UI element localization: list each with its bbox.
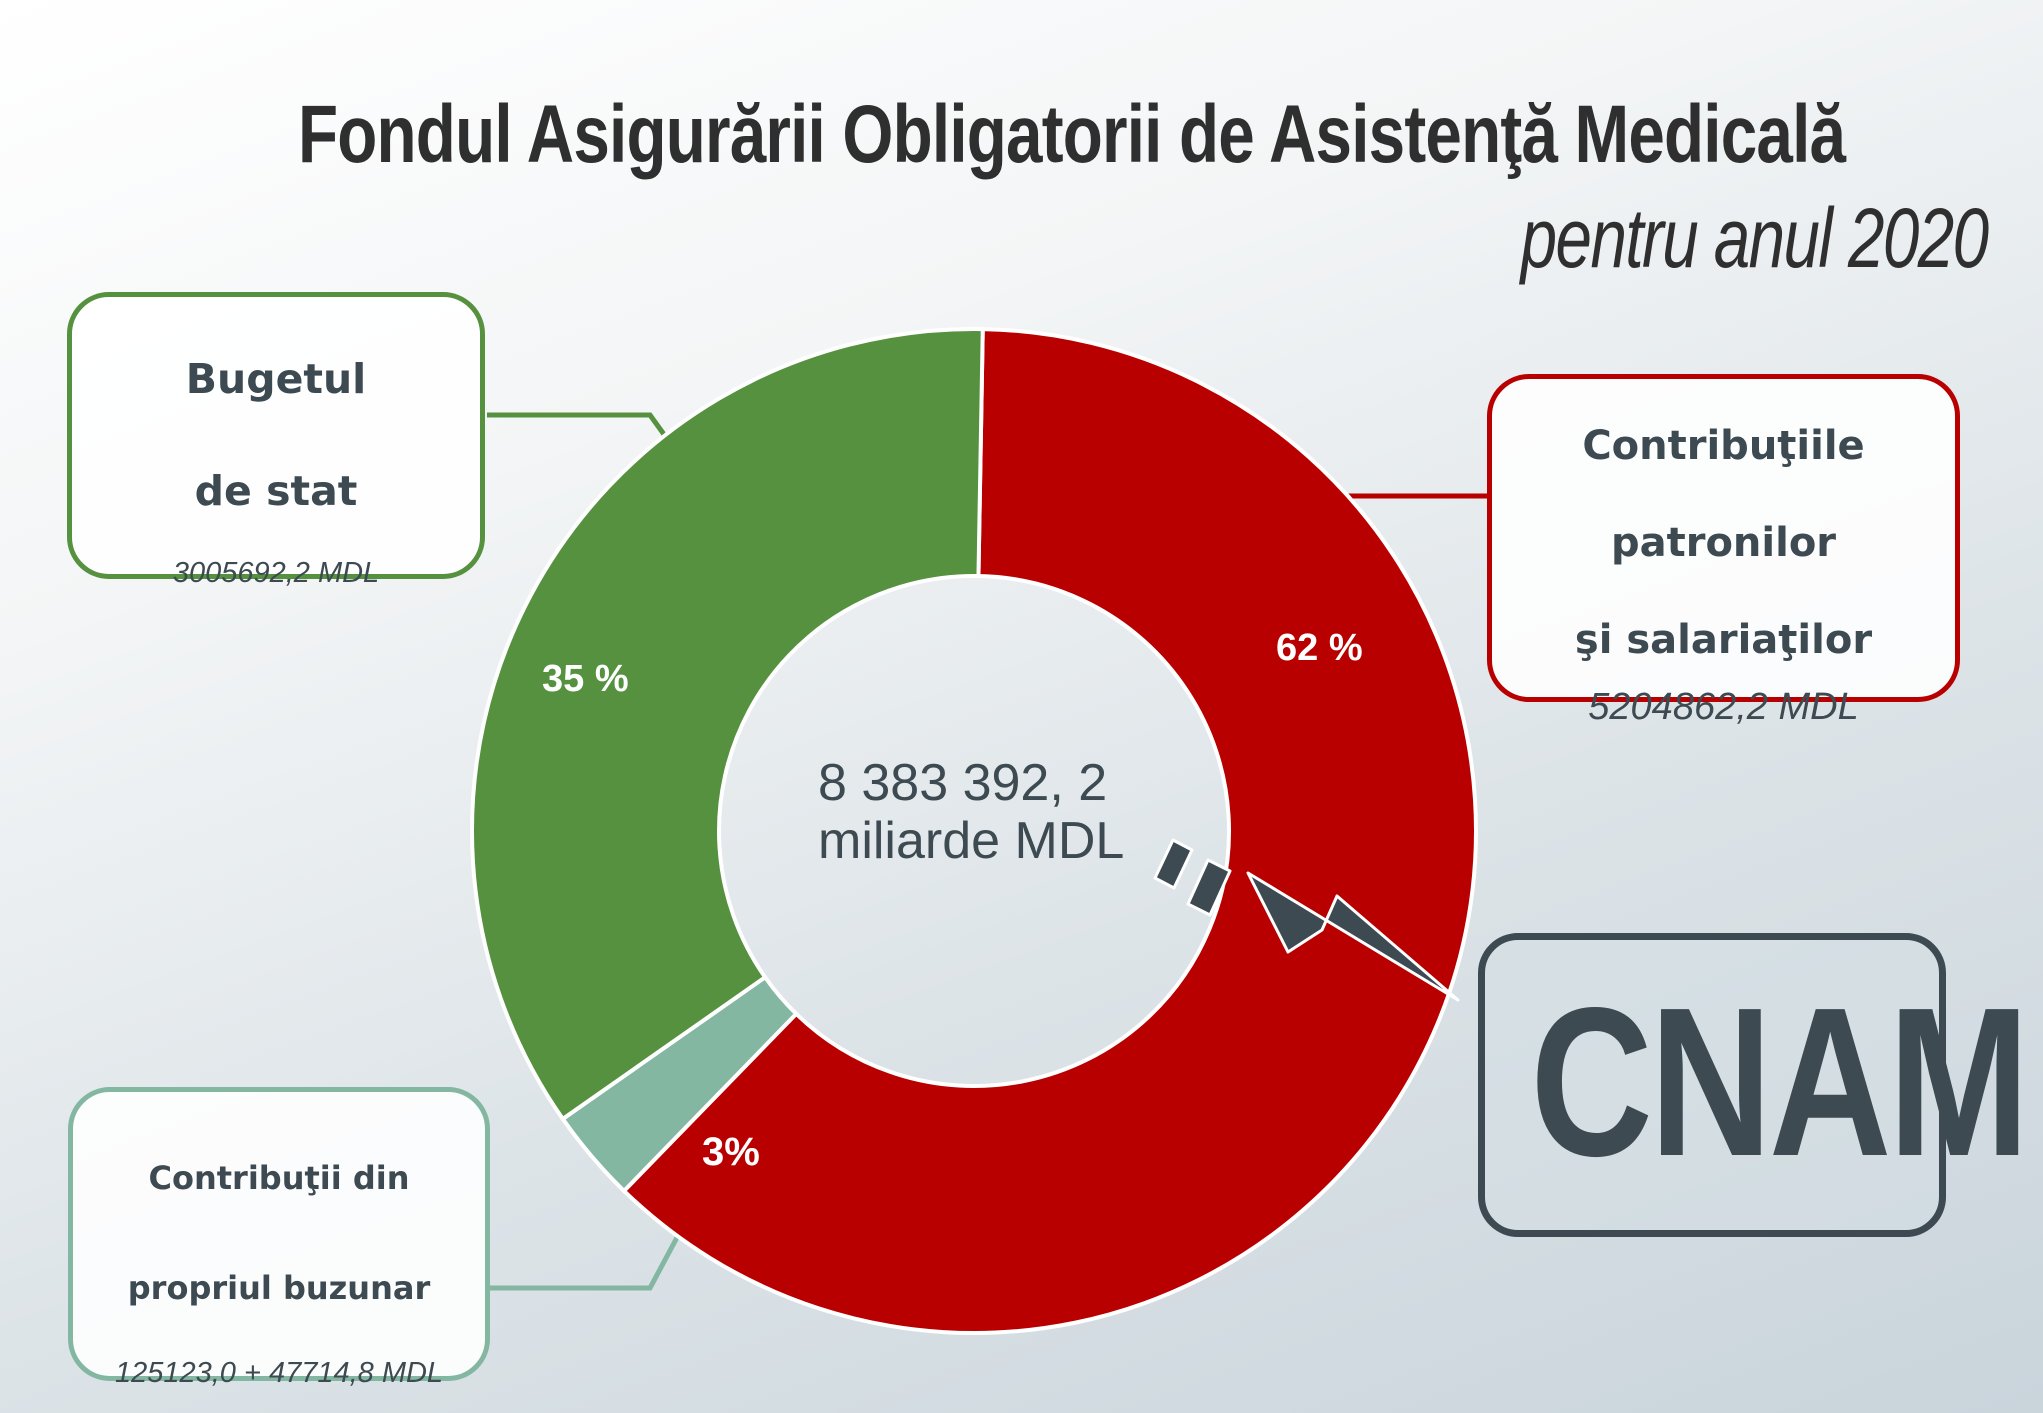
legend-buzunar-line1: Contribuţii din: [148, 1159, 410, 1197]
slice-label-buzunar: 3%: [702, 1130, 760, 1174]
legend-buget-value: 3005692,2 MDL: [172, 557, 380, 589]
leader-line-buget: [487, 412, 671, 442]
cnam-box: CNAM: [1478, 933, 2030, 1237]
legend-box-buzunar: Contribuţii din propriul buzunar 125123,…: [68, 1087, 490, 1389]
legend-buget-line1: Bugetul: [185, 355, 367, 403]
legend-box-buget: Bugetul de stat 3005692,2 MDL: [67, 292, 485, 589]
center-total-unit: miliarde MDL: [818, 812, 1125, 870]
legend-contrib-value: 5204862,2 MDL: [1588, 686, 1859, 728]
slice-buget: [470, 327, 985, 1122]
cnam-label: CNAM: [1530, 963, 2029, 1200]
legend-buzunar-value: 125123,0 + 47714,8 MDL: [114, 1357, 444, 1389]
arrow-icon: [1153, 838, 1460, 1002]
legend-contrib-line2: patronilor: [1610, 520, 1837, 566]
chart-subtitle: pentru anul 2020: [1521, 191, 1989, 285]
slice-label-buget: 35 %: [542, 658, 629, 700]
center-total-value: 8 383 392, 2: [818, 754, 1108, 812]
slice-label-contrib: 62 %: [1276, 627, 1363, 669]
legend-contrib-line3: şi salariaţilor: [1574, 617, 1873, 663]
legend-box-contrib: Contribuţiile patronilor şi salariaţilor…: [1487, 374, 1960, 728]
legend-contrib-line1: Contribuţiile: [1582, 423, 1865, 469]
chart-title: Fondul Asigurării Obligatorii de Asisten…: [297, 89, 1846, 180]
legend-buget-line2: de stat: [194, 467, 358, 515]
center-total: 8 383 392, 2 miliarde MDL: [818, 754, 1124, 870]
slice-contrib: [621, 327, 1478, 1335]
legend-buzunar-line2: propriul buzunar: [127, 1269, 431, 1307]
